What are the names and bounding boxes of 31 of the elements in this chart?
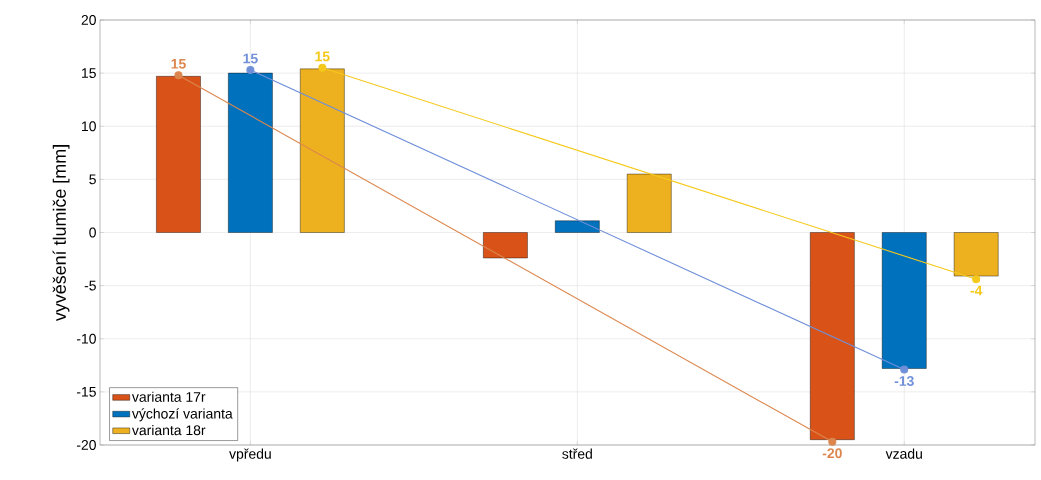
y-tick-label: -15 xyxy=(76,387,96,397)
y-tick-label: 5 xyxy=(89,174,96,185)
data-label: 15 xyxy=(171,59,186,69)
bar xyxy=(156,76,201,233)
data-label: 15 xyxy=(315,51,330,62)
y-axis-title: vyvěšení tlumiče [mm] xyxy=(52,145,70,322)
y-tick-label: 0 xyxy=(89,227,96,238)
bar xyxy=(555,220,600,233)
y-tick-label: 20 xyxy=(81,15,96,25)
bar xyxy=(228,72,273,233)
bar xyxy=(810,232,855,440)
bar xyxy=(300,68,345,233)
x-tick-label: střed xyxy=(562,448,592,459)
bar xyxy=(626,173,672,233)
bar xyxy=(483,232,528,259)
data-label: -4 xyxy=(970,285,983,296)
data-label: -20 xyxy=(822,448,842,459)
bar xyxy=(953,232,999,277)
y-tick-label: -20 xyxy=(76,440,96,450)
y-tick-label: 10 xyxy=(82,121,96,132)
data-label: 15 xyxy=(243,53,258,64)
data-label: -13 xyxy=(894,376,914,386)
x-tick-label: vpředu xyxy=(229,448,271,462)
bar xyxy=(881,232,927,369)
x-tick-label: vzadu xyxy=(885,448,922,459)
y-tick-label: -10 xyxy=(76,333,96,344)
legend-label: varianta 17r xyxy=(131,391,206,402)
legend-label: varianta 18r xyxy=(131,424,206,436)
y-tick-label: 15 xyxy=(82,68,96,78)
y-tick-label: -5 xyxy=(84,280,96,291)
legend-label: výchozí varianta xyxy=(131,408,233,422)
